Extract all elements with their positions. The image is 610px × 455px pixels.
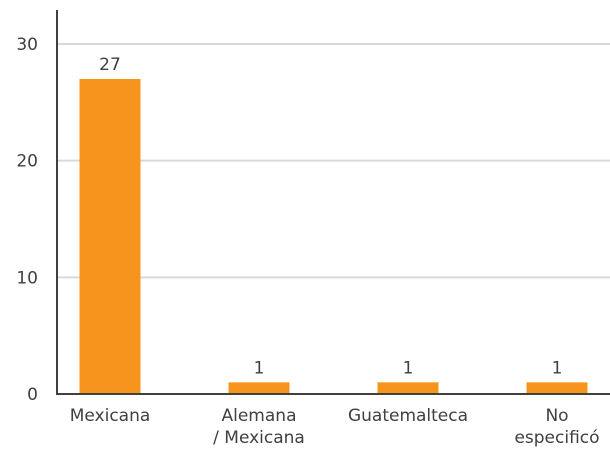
category-label-0: Mexicana (70, 406, 151, 426)
bar-3 (526, 382, 588, 394)
bar-0 (79, 79, 141, 394)
axes (56, 10, 610, 395)
bar-1 (228, 382, 290, 394)
data-label-1: 1 (254, 358, 265, 378)
y-tick-label-30: 30 (16, 35, 38, 55)
bar-2 (377, 382, 439, 394)
gridlines (57, 43, 610, 279)
data-label-0: 27 (99, 55, 121, 75)
y-tick-label-20: 20 (16, 152, 38, 172)
category-label-line: Guatemalteca (348, 406, 468, 426)
y-tick-label-10: 10 (16, 268, 38, 288)
data-label-3: 1 (552, 358, 563, 378)
data-labels: 27 1 1 1 (99, 55, 562, 378)
category-label-line: / Mexicana (213, 428, 305, 448)
category-label-line: especificó (514, 428, 599, 448)
bars (79, 79, 588, 394)
category-label-3: No especificó (514, 406, 599, 448)
data-label-2: 1 (403, 358, 414, 378)
category-label-line: Mexicana (70, 406, 151, 426)
category-label-line: Alemana (222, 406, 297, 426)
category-label-line: No (545, 406, 568, 426)
y-tick-label-0: 0 (27, 385, 38, 405)
category-label-1: Alemana / Mexicana (213, 406, 305, 448)
y-tick-labels: 0 10 20 30 (16, 35, 38, 405)
x-category-labels: Mexicana Alemana / Mexicana Guatemalteca No e… (70, 406, 600, 448)
category-label-2: Guatemalteca (348, 406, 468, 426)
